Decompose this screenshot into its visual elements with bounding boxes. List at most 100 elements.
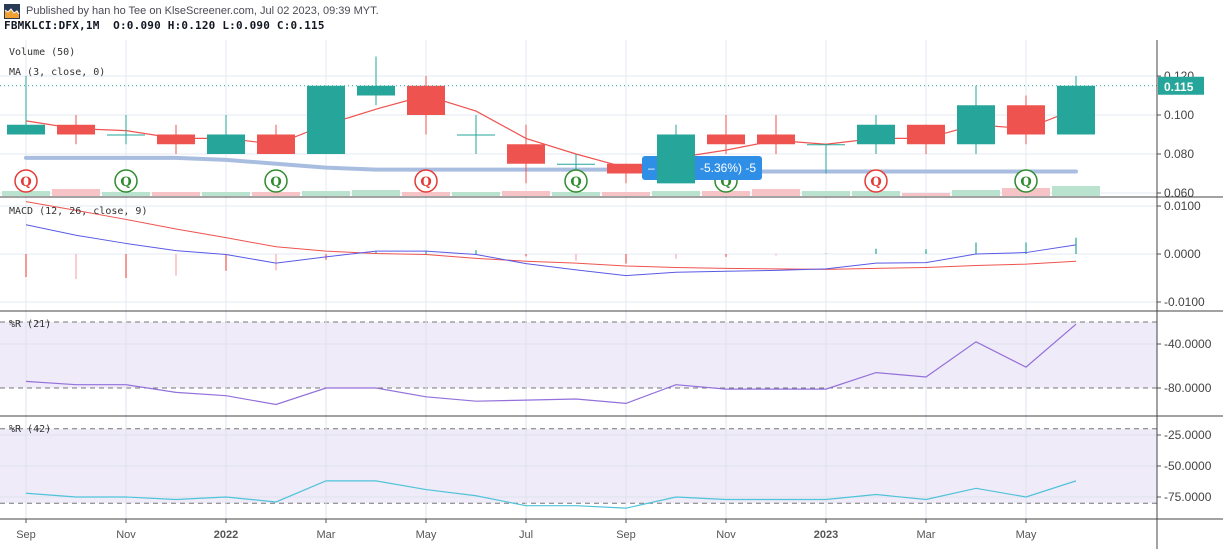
candle[interactable] [407,76,445,135]
quarter-report-marker-icon[interactable]: Q [14,169,38,193]
volume-bar [902,193,950,196]
marker-label: Q [1020,175,1031,190]
candle-body [507,144,545,164]
volume-bar [802,191,850,196]
time-axis-label: Nov [116,529,136,541]
volume-bar [302,191,350,196]
marker-label: Q [20,175,31,190]
volume-bar [702,191,750,196]
candle-body [657,134,695,184]
time-axis-label: Mar [917,529,936,541]
marker-label: Q [570,175,581,190]
wr21-line [25,323,1077,406]
candle-body [57,124,95,135]
time-axis-label: Sep [16,529,36,541]
candle-body [457,134,495,136]
candle-body [707,134,745,145]
volume-bar [452,192,500,196]
candle[interactable] [757,115,795,154]
volume-bar [52,189,100,196]
candle[interactable] [1007,95,1045,145]
candle[interactable] [707,115,745,154]
last-price-text: 0.115 [1164,80,1194,94]
ma3-line [25,94,1077,169]
candle-body [207,134,245,154]
candle[interactable] [257,124,295,154]
wr21-indicator-label[interactable]: %R (21) [9,319,51,330]
chart-logo-icon [4,3,20,19]
wr21-band [0,322,1157,388]
quarter-report-marker-icon[interactable]: Q [264,169,288,193]
volume-bar [202,192,250,196]
wr42-indicator-label[interactable]: %R (42) [9,424,51,435]
candle-body [1057,85,1095,135]
candle[interactable] [207,115,245,154]
volume-bar [752,189,800,196]
time-axis-label: Nov [716,529,736,541]
candle-body [357,85,395,96]
macd-axis-label: -0.0100 [1164,295,1205,309]
last-price-badge: 0.115 [1158,76,1204,95]
candle[interactable] [507,124,545,184]
volume-bar [552,192,600,196]
candle[interactable] [857,115,895,154]
price-axis-label: 0.060 [1164,186,1194,200]
macd-indicator-label[interactable]: MACD (12, 26, close, 9) [9,206,147,217]
candle[interactable] [1057,76,1095,135]
macd-axis-label: 0.0000 [1164,247,1201,261]
candle-body [307,85,345,154]
ma50-line [24,155,1078,174]
candle[interactable] [457,115,495,154]
marker-label: Q [420,175,431,190]
candle-body [257,134,295,154]
wr42-axis-label: -50.0000 [1164,459,1212,473]
volume-bar [402,192,450,196]
quarter-report-marker-icon[interactable]: Q [1014,169,1038,193]
volume-bar [352,190,400,196]
volume-bar [252,192,300,196]
candle-body [907,124,945,145]
candle[interactable] [357,56,395,106]
volume-bar [2,191,50,196]
candle[interactable] [807,144,845,174]
tooltip-text: -5.36%) -5 [700,161,756,175]
quarter-report-marker-icon[interactable]: Q [864,169,888,193]
wr42-axis-label: -25.0000 [1164,428,1212,442]
candle-body [807,144,845,146]
candle[interactable] [307,85,345,154]
quarter-report-marker-icon[interactable]: Q [564,169,588,193]
candle[interactable] [107,115,145,145]
macd-line [25,224,1077,277]
quarter-report-marker-icon[interactable]: Q [114,169,138,193]
candle[interactable] [7,76,45,135]
volume-bar [1052,186,1100,196]
candle[interactable] [957,85,995,154]
candle-body [407,85,445,115]
wr42-axis-label: -75.0000 [1164,490,1212,504]
candle-body [857,124,895,145]
quarter-report-marker-icon[interactable]: Q [414,169,438,193]
ma-indicator-label[interactable]: MA (3, close, 0) [9,67,105,78]
candle-body [957,105,995,145]
price-axis-label: 0.100 [1164,108,1194,122]
candle-body [757,134,795,145]
candle[interactable] [57,115,95,145]
publisher-line: Published by han ho Tee on KlseScreener.… [4,3,379,19]
volume-bar [502,191,550,196]
volume-bar [152,192,200,196]
candle[interactable] [907,124,945,154]
symbol-ohlc-line: FBMKLCI:DFX,1M O:0.090 H:0.120 L:0.090 C… [4,19,325,32]
time-axis-label: Jul [519,529,533,541]
publisher-text: Published by han ho Tee on KlseScreener.… [26,5,379,17]
volume-indicator-label[interactable]: Volume (50) [9,47,75,58]
time-axis-label: May [1016,529,1037,541]
time-axis-label: 2022 [214,529,238,541]
volume-bar [952,190,1000,196]
candle-body [607,163,645,174]
candle[interactable] [607,163,645,184]
volume-bar [852,191,900,196]
candle[interactable] [157,124,195,154]
marker-label: Q [720,175,731,190]
price-axis-label: 0.080 [1164,147,1194,161]
